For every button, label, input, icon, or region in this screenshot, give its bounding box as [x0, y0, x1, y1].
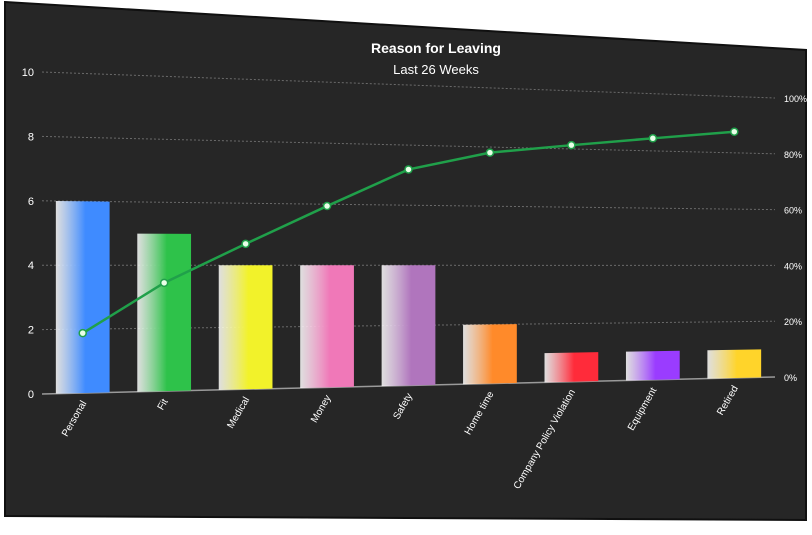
bar-personal	[55, 200, 110, 394]
cumulative-point	[241, 239, 250, 249]
cumulative-point	[730, 127, 739, 136]
bar-medical	[218, 265, 273, 390]
cumulative-point	[404, 165, 413, 174]
bar-company-policy-violation	[544, 352, 599, 383]
y-tick-label: 4	[28, 260, 34, 272]
chart-title: Reason for Leaving	[371, 40, 501, 56]
cumulative-point	[159, 278, 169, 288]
bar-equipment	[625, 350, 680, 381]
cumulative-point	[78, 328, 87, 338]
chart-subtitle: Last 26 Weeks	[393, 62, 479, 77]
y-tick-label: 8	[28, 131, 34, 143]
cumulative-line	[78, 127, 739, 338]
y2-tick-label: 40%	[784, 261, 802, 271]
y-tick-label: 2	[28, 325, 34, 337]
chart-background	[4, 0, 807, 522]
bars	[55, 200, 762, 394]
y-tick-label: 10	[22, 67, 34, 79]
x-tick-label: Fit	[156, 397, 171, 412]
cumulative-point	[322, 201, 332, 211]
cumulative-point	[567, 140, 576, 150]
y-tick-label: 6	[28, 196, 34, 208]
bar-fit	[137, 233, 192, 392]
bar-money	[300, 265, 354, 389]
y-tick-label: 0	[28, 389, 34, 401]
bar-home-time	[463, 324, 517, 385]
y2-tick-label: 60%	[784, 206, 802, 216]
y2-tick-label: 100%	[784, 94, 807, 104]
y2-tick-label: 20%	[784, 317, 802, 327]
cumulative-point	[485, 148, 495, 157]
bar-retired	[707, 349, 762, 379]
bar-safety	[381, 265, 436, 387]
y2-tick-label: 80%	[784, 150, 802, 160]
cumulative-point	[648, 134, 658, 143]
y2-tick-label: 0%	[784, 373, 797, 383]
